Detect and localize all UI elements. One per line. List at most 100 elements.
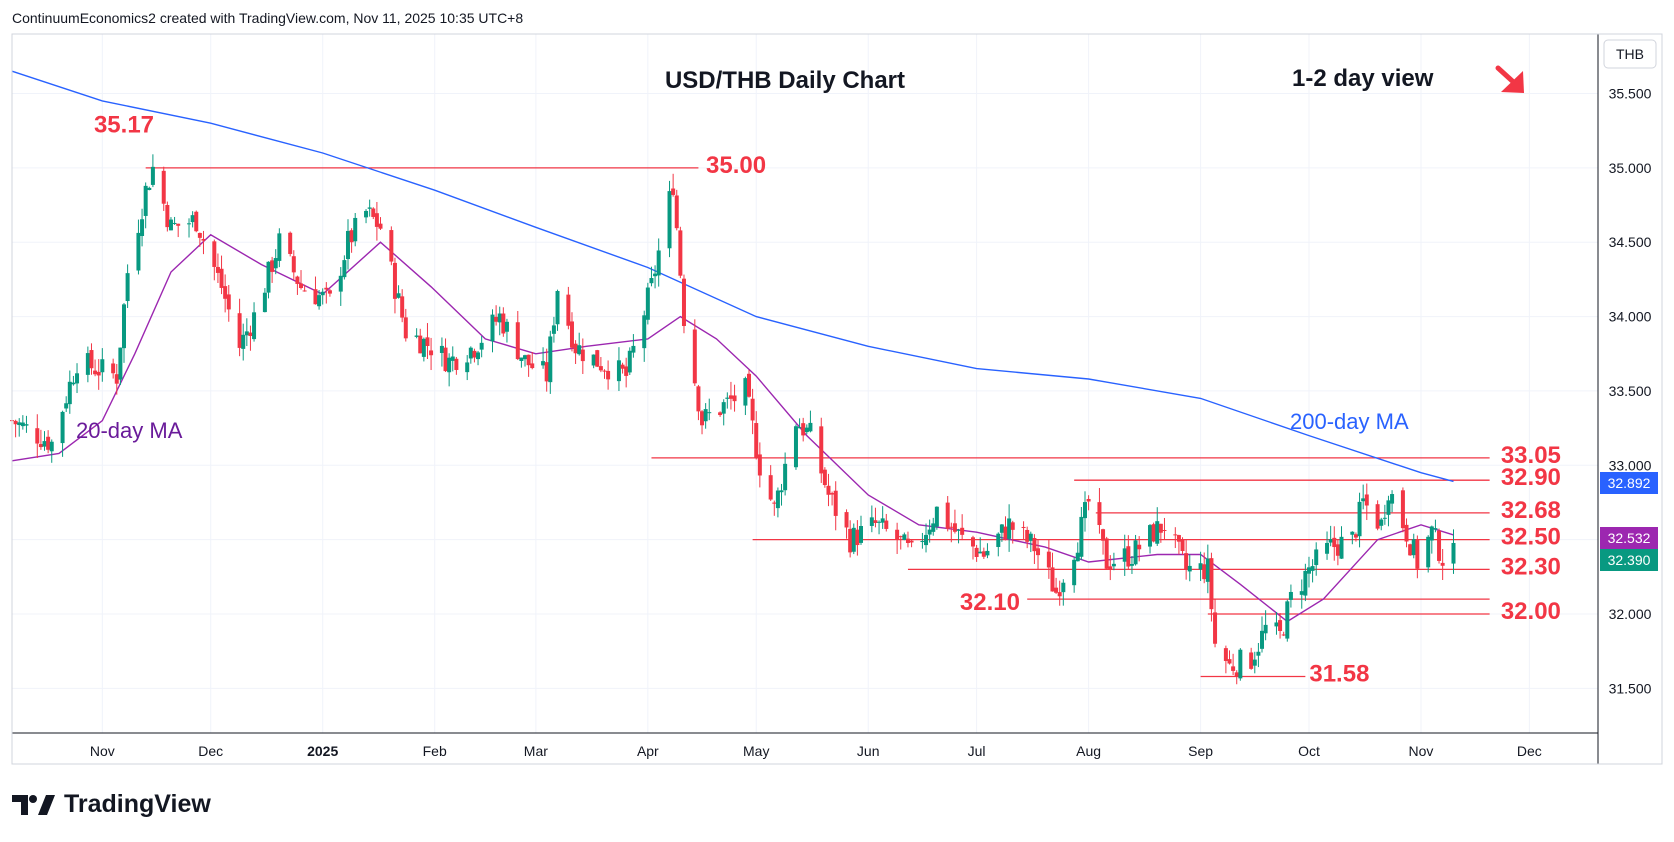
candle-body <box>1281 634 1286 636</box>
candle-body <box>476 352 481 360</box>
candle-body <box>1184 553 1189 570</box>
candle-body <box>858 526 863 543</box>
candle-body <box>548 336 553 383</box>
ma20-label: 20-day MA <box>76 418 183 443</box>
candle-body <box>501 313 506 334</box>
candle-body <box>320 291 325 296</box>
candle-body <box>89 350 94 369</box>
tradingview-logo-text: TradingView <box>64 790 211 818</box>
x-tick-label: May <box>743 743 769 759</box>
candle-body <box>1173 534 1178 536</box>
candle-body <box>1082 502 1087 519</box>
candle-body <box>1148 525 1153 547</box>
candle-body <box>71 382 76 385</box>
chart-attribution: ContinuumEconomics2 created with Trading… <box>12 10 524 26</box>
candle-body <box>855 529 860 546</box>
candle-body <box>981 551 986 557</box>
candle-body <box>1433 528 1438 530</box>
candle-body <box>826 485 831 495</box>
candle-body <box>526 354 531 366</box>
level-label: 35.17 <box>94 112 154 139</box>
candle-body <box>822 469 827 486</box>
candle-body <box>114 374 119 384</box>
candle-body <box>671 188 676 195</box>
candle-body <box>439 345 444 353</box>
candle-body <box>757 454 762 476</box>
candle-body <box>602 370 607 372</box>
candle-body <box>970 537 975 547</box>
candle-body <box>17 422 22 426</box>
candle-body <box>75 373 80 384</box>
ma20-value-badge: 32.532 <box>1600 527 1658 549</box>
candle-body <box>172 222 177 224</box>
level-label: 31.58 <box>1309 660 1369 687</box>
tradingview-logo[interactable]: TradingView <box>12 790 211 819</box>
candle-body <box>656 250 661 276</box>
candle-body <box>1332 537 1337 548</box>
candle-body <box>530 363 535 369</box>
candle-body <box>1260 630 1265 649</box>
candle-body <box>1451 542 1456 564</box>
candle-body <box>978 551 983 554</box>
candle-body <box>1101 529 1106 541</box>
candle-body <box>1036 548 1041 556</box>
candle-body <box>551 325 556 334</box>
y-tick-label: 35.000 <box>1609 160 1652 176</box>
candle-body <box>927 529 932 535</box>
candle-body <box>1050 567 1055 592</box>
candle-body <box>721 402 726 414</box>
candle-body <box>187 223 192 225</box>
candle-body <box>703 409 708 422</box>
x-tick-label: Jul <box>968 743 986 759</box>
candle-body <box>96 371 101 376</box>
candle-body <box>1299 591 1304 595</box>
x-tick-label: Dec <box>198 743 223 759</box>
candle-body <box>374 213 379 227</box>
candle-body <box>1162 530 1167 532</box>
candle-body <box>732 395 737 402</box>
grid-lines <box>12 34 1598 733</box>
level-label: 35.00 <box>706 152 766 179</box>
candle-body <box>692 329 697 384</box>
candle-body <box>147 187 152 190</box>
candle-body <box>631 345 636 353</box>
candle-body <box>649 278 654 284</box>
candle-body <box>392 262 397 299</box>
candle-body <box>620 364 625 369</box>
candle-body <box>934 506 939 527</box>
candle-body <box>754 423 759 458</box>
ma20-value-text: 32.532 <box>1608 530 1651 546</box>
price-axis[interactable]: 35.500 35.000 34.500 34.000 33.500 33.000 32.5… <box>1609 85 1652 696</box>
candle-body <box>1314 549 1319 566</box>
time-axis[interactable]: Nov Dec 2025 Feb Mar Apr May Jun Jul Aug Sep Oct Nov… <box>90 743 1542 759</box>
candle-body <box>1353 534 1358 538</box>
candle-body <box>237 313 242 348</box>
candle-body <box>378 223 383 229</box>
candle-body <box>1021 526 1026 528</box>
candle-body <box>197 232 202 238</box>
candle-body <box>143 185 148 216</box>
candle-body <box>1108 566 1113 570</box>
candle-body <box>277 233 282 261</box>
candle-body <box>718 412 723 416</box>
candle-body <box>429 350 434 356</box>
x-tick-label: Nov <box>90 743 115 759</box>
ma20-line <box>11 233 1454 623</box>
candle-body <box>1202 564 1207 580</box>
level-label: 32.90 <box>1501 464 1561 491</box>
candle-body <box>219 268 224 288</box>
currency-badge[interactable]: THB <box>1603 39 1657 69</box>
y-tick-label: 31.500 <box>1609 680 1652 696</box>
candle-body <box>833 490 838 516</box>
candle-body <box>768 475 773 500</box>
candle-body <box>252 312 257 340</box>
candle-body <box>869 517 874 526</box>
view-label: 1-2 day view <box>1292 65 1434 92</box>
ma200-value-text: 32.892 <box>1608 475 1651 491</box>
candle-body <box>396 293 401 298</box>
candle-body <box>819 426 824 474</box>
candle-body <box>1133 540 1138 565</box>
y-tick-label: 34.000 <box>1609 309 1652 325</box>
